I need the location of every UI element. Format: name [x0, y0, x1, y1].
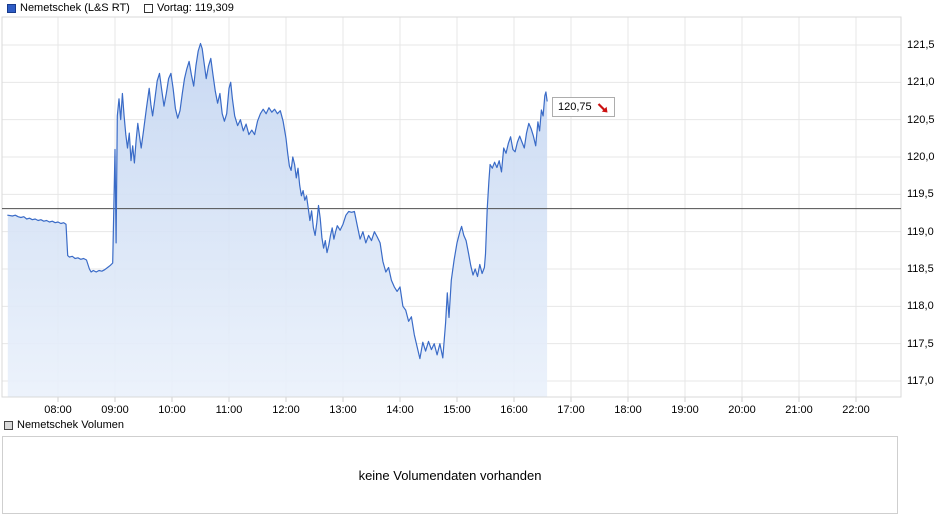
x-axis-tick: 16:00 [500, 404, 528, 416]
y-axis-tick: 120,0 [907, 151, 935, 163]
x-axis-tick: 15:00 [443, 404, 471, 416]
volume-empty-message: keine Volumendaten vorhanden [358, 467, 542, 483]
arrow-down-right-icon [597, 101, 609, 113]
y-axis-tick: 118,5 [907, 263, 934, 275]
y-axis-tick: 120,5 [907, 114, 935, 126]
x-axis-tick: 14:00 [386, 404, 414, 416]
volume-legend-label: Nemetschek Volumen [17, 419, 124, 431]
x-axis-tick: 09:00 [101, 404, 129, 416]
price-series-legend-square [7, 4, 16, 13]
x-axis-tick: 13:00 [329, 404, 357, 416]
x-axis-tick: 10:00 [158, 404, 186, 416]
y-axis-tick: 117,0 [907, 375, 934, 387]
vortag-legend-square [144, 4, 153, 13]
x-axis-tick: 17:00 [557, 404, 585, 416]
x-axis-tick: 12:00 [272, 404, 300, 416]
volume-panel: keine Volumendaten vorhanden [2, 436, 898, 514]
last-price-callout: 120,75 [552, 97, 615, 117]
y-axis-tick: 121,5 [907, 39, 935, 51]
x-axis-tick: 22:00 [842, 404, 870, 416]
x-axis-tick: 19:00 [671, 404, 699, 416]
x-axis-tick: 21:00 [785, 404, 813, 416]
last-price-value: 120,75 [558, 101, 592, 113]
price-series-legend-label: Nemetschek (L&S RT) [20, 2, 130, 14]
vortag-legend-label: Vortag: 119,309 [157, 2, 234, 14]
x-axis-tick: 11:00 [215, 404, 243, 416]
x-axis-tick: 20:00 [728, 404, 756, 416]
y-axis-tick: 121,0 [907, 76, 935, 88]
volume-legend-square [4, 421, 13, 430]
y-axis-tick: 117,5 [907, 338, 934, 350]
y-axis-tick: 119,0 [907, 226, 934, 238]
y-axis-tick: 119,5 [907, 188, 934, 200]
y-axis-tick: 118,0 [907, 300, 934, 312]
x-axis-tick: 18:00 [614, 404, 642, 416]
x-axis-tick: 08:00 [44, 404, 72, 416]
price-chart-plot [1, 16, 902, 402]
